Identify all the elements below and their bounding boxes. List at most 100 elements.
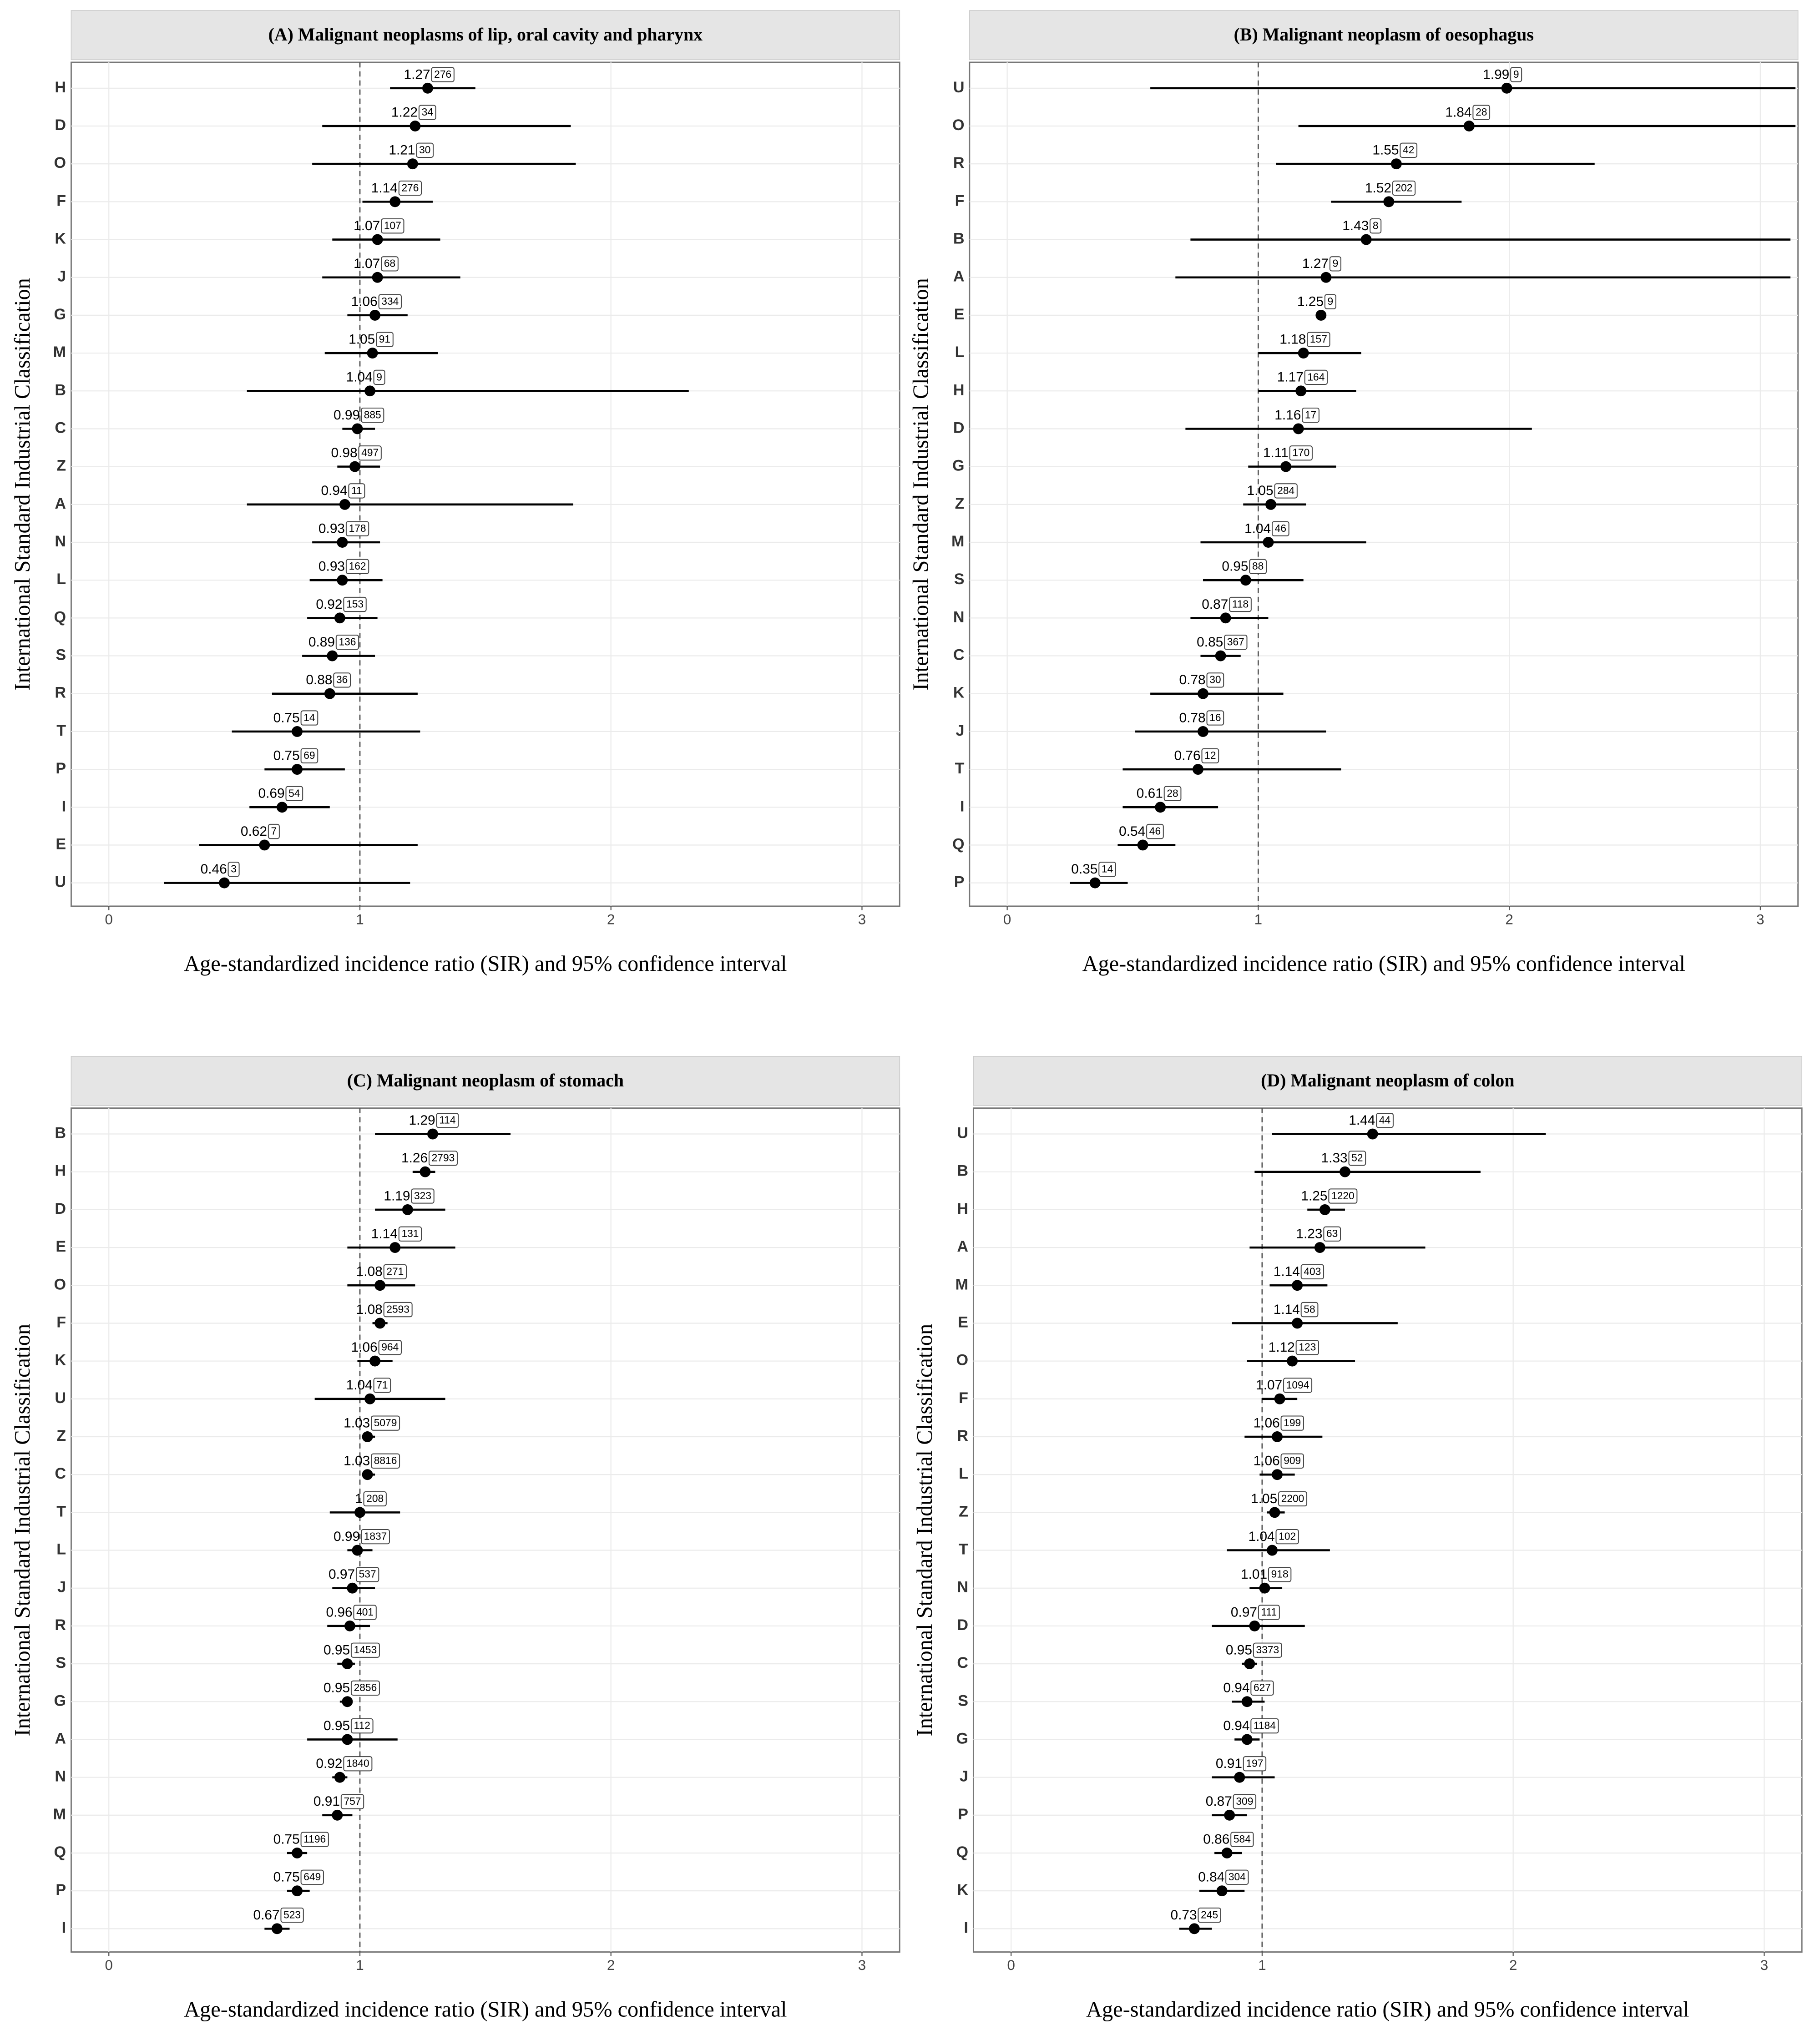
count-label: 1094 bbox=[1286, 1379, 1309, 1391]
sir-label: 0.95 bbox=[324, 1718, 350, 1733]
x-tick-label: 3 bbox=[1756, 911, 1764, 927]
y-tick-label: R bbox=[953, 154, 965, 172]
sir-label: 0.84 bbox=[1198, 1870, 1224, 1885]
sir-point bbox=[1249, 1620, 1260, 1631]
count-label: 164 bbox=[1307, 371, 1325, 383]
y-tick-label: B bbox=[55, 381, 66, 399]
count-label: 1184 bbox=[1254, 1719, 1276, 1731]
y-tick-label: A bbox=[957, 1238, 968, 1255]
sir-point bbox=[292, 726, 303, 737]
plot-area bbox=[71, 61, 900, 907]
sir-point bbox=[332, 1809, 343, 1821]
sir-label: 0.97 bbox=[329, 1567, 355, 1582]
sir-label: 1.14 bbox=[371, 1227, 398, 1242]
sir-point bbox=[292, 1885, 303, 1897]
sir-point bbox=[352, 1545, 363, 1556]
sir-label: 1.17 bbox=[1277, 370, 1304, 385]
count-box bbox=[340, 1794, 364, 1809]
panel-title: (A) Malignant neoplasms of lip, oral cav… bbox=[268, 25, 703, 45]
count-box bbox=[1274, 483, 1298, 499]
count-box bbox=[1307, 332, 1330, 347]
count-box bbox=[1250, 1680, 1274, 1696]
sir-label: 1.06 bbox=[1254, 1415, 1280, 1430]
sir-label: 1.29 bbox=[409, 1113, 435, 1128]
y-tick-label: C bbox=[953, 646, 965, 664]
y-tick-label: M bbox=[951, 533, 964, 550]
sir-label: 0.94 bbox=[1223, 1718, 1249, 1733]
count-box bbox=[361, 1529, 390, 1545]
y-tick-label: B bbox=[957, 1162, 968, 1180]
y-tick-label: L bbox=[955, 343, 965, 361]
sir-label: 0.93 bbox=[318, 559, 345, 574]
count-box bbox=[373, 1378, 391, 1393]
y-tick-label: B bbox=[55, 1125, 66, 1142]
sir-point bbox=[1155, 802, 1166, 813]
sir-label: 1.52 bbox=[1365, 181, 1391, 196]
count-label: 157 bbox=[1310, 333, 1327, 345]
y-tick-label: T bbox=[56, 1503, 66, 1520]
count-label: 11 bbox=[351, 485, 362, 496]
x-axis-label: Age-standardized incidence ratio (SIR) a… bbox=[1086, 1998, 1689, 2022]
count-box bbox=[1370, 218, 1382, 234]
y-tick-label: A bbox=[55, 495, 66, 512]
count-box bbox=[1289, 445, 1313, 461]
count-box bbox=[343, 1756, 373, 1772]
count-label: 276 bbox=[434, 68, 451, 80]
sir-label: 1.44 bbox=[1349, 1113, 1375, 1128]
count-box bbox=[428, 1151, 458, 1166]
title-strip bbox=[71, 10, 900, 61]
sir-point bbox=[372, 234, 383, 245]
count-label: 7 bbox=[271, 825, 277, 837]
count-box bbox=[361, 407, 384, 423]
sir-point bbox=[1215, 650, 1226, 662]
sir-label: 1.08 bbox=[356, 1302, 383, 1317]
sir-point bbox=[407, 158, 418, 170]
count-box bbox=[1280, 1453, 1304, 1469]
y-tick-label: K bbox=[957, 1881, 968, 1899]
y-tick-label: U bbox=[957, 1125, 968, 1142]
y-tick-label: J bbox=[57, 268, 66, 285]
y-tick-label: P bbox=[56, 1881, 66, 1899]
sir-label: 0.96 bbox=[326, 1605, 352, 1620]
sir-label: 0.69 bbox=[258, 786, 285, 801]
y-tick-label: G bbox=[54, 306, 66, 323]
count-label: 3373 bbox=[1256, 1644, 1279, 1656]
count-box bbox=[1268, 1567, 1292, 1582]
count-label: 17 bbox=[1305, 409, 1316, 420]
y-tick-label: N bbox=[957, 1579, 968, 1596]
count-label: 909 bbox=[1284, 1454, 1301, 1466]
sir-label: 0.87 bbox=[1206, 1794, 1232, 1809]
sir-point bbox=[1216, 1885, 1228, 1897]
sir-point bbox=[334, 1772, 345, 1783]
count-box bbox=[1233, 1794, 1257, 1809]
sir-point bbox=[1360, 234, 1372, 245]
count-box bbox=[398, 1226, 422, 1242]
sir-point bbox=[327, 650, 338, 662]
y-tick-label: R bbox=[957, 1427, 968, 1444]
x-tick-label: 3 bbox=[858, 1957, 866, 1973]
count-box bbox=[1472, 105, 1491, 120]
sir-label: 1.07 bbox=[354, 218, 380, 233]
count-label: 276 bbox=[401, 182, 419, 193]
y-tick-label: F bbox=[56, 1313, 66, 1331]
count-box bbox=[1249, 559, 1267, 574]
sir-point bbox=[1234, 1772, 1245, 1783]
count-label: 58 bbox=[1304, 1303, 1315, 1315]
y-tick-label: H bbox=[55, 1162, 66, 1180]
count-box bbox=[1302, 407, 1320, 423]
sir-point bbox=[352, 423, 363, 434]
count-label: 1840 bbox=[346, 1757, 369, 1769]
count-label: 9 bbox=[376, 371, 382, 383]
count-box bbox=[383, 1302, 413, 1318]
sir-point bbox=[372, 272, 383, 283]
sir-label: 1.43 bbox=[1342, 218, 1369, 233]
count-label: 16 bbox=[1209, 712, 1221, 723]
y-tick-label: G bbox=[54, 1692, 66, 1709]
count-label: 1220 bbox=[1331, 1190, 1355, 1202]
sir-label: 0.88 bbox=[306, 672, 332, 687]
sir-point bbox=[1390, 158, 1402, 170]
sir-point bbox=[1220, 612, 1231, 624]
sir-point bbox=[342, 1734, 353, 1745]
y-tick-label: G bbox=[952, 457, 965, 475]
y-tick-label: T bbox=[959, 1541, 968, 1558]
